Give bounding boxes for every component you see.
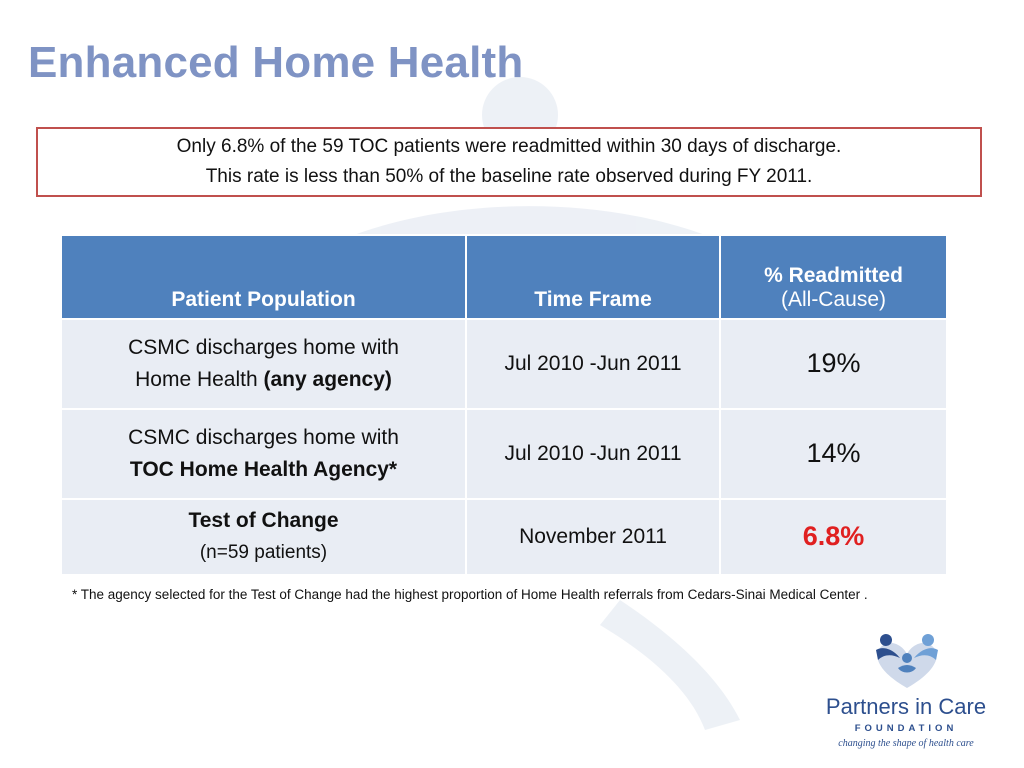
readmitted-value-highlight: 6.8% bbox=[802, 520, 865, 551]
summary-callout: Only 6.8% of the 59 TOC patients were re… bbox=[36, 127, 982, 197]
logo-subtitle: FOUNDATION bbox=[854, 723, 958, 734]
population-line-2: Home Health (any agency) bbox=[63, 364, 464, 396]
logo-tagline: changing the shape of health care bbox=[838, 738, 974, 749]
population-emphasis: TOC Home Health Agency* bbox=[129, 458, 398, 481]
population-line-2: TOC Home Health Agency* bbox=[63, 454, 464, 486]
header-patient-population: Patient Population bbox=[60, 234, 467, 320]
cell-readmitted: 6.8% bbox=[719, 498, 948, 576]
cell-population: CSMC discharges home with Home Health (a… bbox=[60, 318, 467, 410]
slide-title: Enhanced Home Health bbox=[28, 38, 524, 87]
population-text: Home Health bbox=[135, 368, 264, 391]
table-row: CSMC discharges home with TOC Home Healt… bbox=[60, 408, 948, 500]
callout-line-1: Only 6.8% of the 59 TOC patients were re… bbox=[176, 136, 842, 157]
header-readmitted-label: % Readmitted bbox=[764, 264, 903, 287]
population-line-2: (n=59 patients) bbox=[199, 542, 328, 563]
population-emphasis: (any agency) bbox=[263, 368, 392, 391]
table-header-row: Patient Population Time Frame % Readmitt… bbox=[60, 234, 948, 320]
cell-readmitted: 14% bbox=[719, 408, 948, 500]
population-line-1: Test of Change bbox=[63, 505, 464, 537]
partners-in-care-logo: Partners in Care FOUNDATION changing the… bbox=[806, 628, 1006, 758]
cell-time-frame: November 2011 bbox=[465, 498, 721, 576]
cell-population: CSMC discharges home with TOC Home Healt… bbox=[60, 408, 467, 500]
header-readmitted: % Readmitted (All-Cause) bbox=[719, 234, 948, 320]
table-row: CSMC discharges home with Home Health (a… bbox=[60, 318, 948, 410]
population-emphasis: Test of Change bbox=[188, 509, 339, 532]
header-readmitted-sub: (All-Cause) bbox=[780, 288, 887, 311]
logo-name: Partners in Care bbox=[825, 694, 987, 719]
header-time-frame: Time Frame bbox=[465, 234, 721, 320]
readmission-table: Patient Population Time Frame % Readmitt… bbox=[60, 234, 948, 576]
table-row: Test of Change (n=59 patients) November … bbox=[60, 498, 948, 576]
cell-time-frame: Jul 2010 -Jun 2011 bbox=[465, 408, 721, 500]
population-line-1: CSMC discharges home with bbox=[128, 426, 399, 449]
footnote: * The agency selected for the Test of Ch… bbox=[72, 587, 868, 602]
callout-line-2: This rate is less than 50% of the baseli… bbox=[205, 166, 813, 187]
cell-time-frame: Jul 2010 -Jun 2011 bbox=[465, 318, 721, 410]
population-line-1: CSMC discharges home with bbox=[128, 336, 399, 359]
cell-readmitted: 19% bbox=[719, 318, 948, 410]
readmitted-value: 19% bbox=[806, 347, 861, 378]
cell-population: Test of Change (n=59 patients) bbox=[60, 498, 467, 576]
people-heart-icon bbox=[876, 634, 938, 688]
readmitted-value: 14% bbox=[806, 437, 861, 468]
